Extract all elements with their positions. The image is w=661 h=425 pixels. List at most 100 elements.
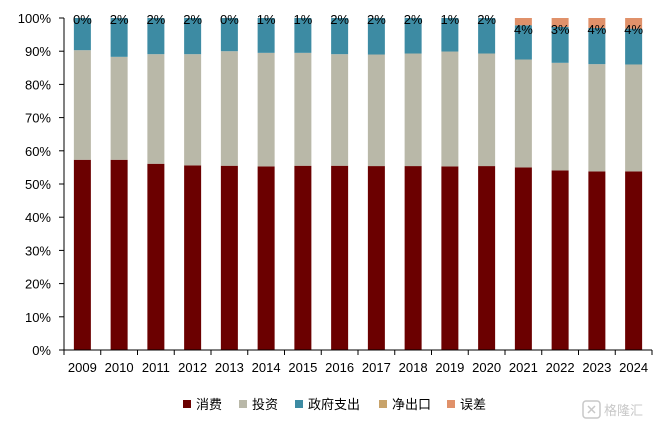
bar-segment	[625, 28, 643, 65]
data-label: 2%	[367, 12, 386, 27]
bar-segment	[478, 53, 496, 167]
bar-segment	[551, 170, 569, 350]
y-tick-label: 90%	[25, 44, 51, 59]
x-tick-label: 2016	[325, 360, 354, 375]
watermark-logo-icon	[582, 400, 601, 419]
data-label: 0%	[220, 12, 239, 27]
bar-segment	[625, 171, 643, 350]
bar-segment	[257, 52, 275, 167]
y-axis: 0% 10% 20% 30% 40% 50% 60% 70% 80% 90% 100%	[18, 11, 65, 358]
data-labels-group: 0% 2% 2% 2% 0% 1% 1% 2% 2% 2% 1% 2% 4% 3% 4% 4%	[73, 12, 643, 37]
y-tick-label: 20%	[25, 277, 51, 292]
data-label: 0%	[73, 12, 92, 27]
legend-swatch	[447, 400, 455, 408]
x-tick-label: 2018	[399, 360, 428, 375]
legend-swatch	[295, 400, 303, 408]
y-tick-label: 60%	[25, 144, 51, 159]
x-tick-label: 2020	[472, 360, 501, 375]
data-label: 2%	[110, 12, 129, 27]
bar-segment	[625, 64, 643, 172]
watermark: 格隆汇	[582, 400, 643, 419]
x-tick-label: 2014	[252, 360, 281, 375]
x-tick-label: 2010	[105, 360, 134, 375]
y-tick-label: 0%	[32, 343, 51, 358]
legend-label: 投资	[252, 397, 278, 413]
y-tick-label: 100%	[18, 11, 52, 26]
bar-segment	[441, 18, 459, 52]
bar-segment	[514, 18, 532, 26]
x-tick-label: 2021	[509, 360, 538, 375]
bar-segment	[588, 27, 606, 65]
legend-swatch	[239, 400, 247, 408]
data-label: 3%	[551, 22, 570, 37]
bars-group	[73, 18, 643, 350]
bar-segment	[551, 62, 569, 171]
y-tick-label: 10%	[25, 310, 51, 325]
bar-segment	[514, 25, 532, 60]
bar-segment	[441, 51, 459, 167]
bar-segment	[147, 18, 165, 55]
data-label: 4%	[514, 22, 533, 37]
bar-segment	[367, 54, 385, 167]
bar-segment	[588, 64, 606, 172]
x-tick-label: 2023	[582, 360, 611, 375]
legend-label: 净出口	[392, 398, 431, 413]
bar-segment	[404, 53, 422, 167]
bar-segment	[367, 18, 385, 55]
bar-segment	[294, 52, 312, 166]
x-tick-label: 2019	[435, 360, 464, 375]
y-tick-label: 40%	[25, 210, 51, 225]
data-label: 2%	[477, 12, 496, 27]
bar-segment	[257, 18, 275, 53]
bar-segment	[551, 18, 569, 27]
data-label: 2%	[330, 12, 349, 27]
bar-segment	[551, 26, 569, 63]
data-label: 4%	[624, 22, 643, 37]
x-tick-label: 2009	[68, 360, 97, 375]
bar-segment	[110, 18, 128, 57]
legend-label: 消费	[196, 398, 222, 413]
watermark-text: 格隆汇	[604, 403, 643, 419]
y-tick-label: 80%	[25, 77, 51, 92]
bar-segment	[367, 166, 385, 350]
bar-segment	[147, 163, 165, 350]
x-axis: 2009 2010 2011 2012 2013 2014 2015 2016 2017 2018…	[63, 349, 653, 375]
data-label: 2%	[183, 12, 202, 27]
data-label: 2%	[146, 12, 165, 27]
data-label: 1%	[293, 12, 312, 27]
data-label: 1%	[257, 12, 276, 27]
data-label: 1%	[440, 12, 459, 27]
x-tick-label: 2024	[619, 360, 648, 375]
x-tick-label: 2013	[215, 360, 244, 375]
y-tick-label: 50%	[25, 177, 51, 192]
bar-segment	[294, 18, 312, 53]
legend-label: 政府支出	[308, 398, 360, 413]
x-tick-label: 2015	[288, 360, 317, 375]
legend-label: 误差	[460, 398, 486, 413]
bar-segment	[220, 165, 238, 350]
x-tick-label: 2022	[546, 360, 575, 375]
y-tick-label: 70%	[25, 111, 51, 126]
bar-segment	[294, 165, 312, 350]
legend-swatch	[379, 400, 387, 408]
bar-segment	[220, 18, 238, 52]
bar-segment	[73, 50, 91, 160]
bar-segment	[184, 54, 202, 166]
x-tick-label: 2012	[178, 360, 207, 375]
bar-segment	[220, 51, 238, 166]
bar-segment	[73, 18, 91, 51]
legend-swatch	[183, 400, 191, 408]
bar-segment	[404, 166, 422, 350]
bar-segment	[110, 56, 128, 160]
y-tick-label: 30%	[25, 243, 51, 258]
bar-segment	[110, 159, 128, 350]
bar-segment	[514, 59, 532, 168]
bar-segment	[73, 159, 91, 350]
bar-segment	[478, 166, 496, 350]
bar-segment	[184, 165, 202, 350]
bar-segment	[441, 166, 459, 350]
data-label: 2%	[404, 12, 423, 27]
bar-segment	[147, 54, 165, 164]
bar-segment	[404, 18, 422, 54]
